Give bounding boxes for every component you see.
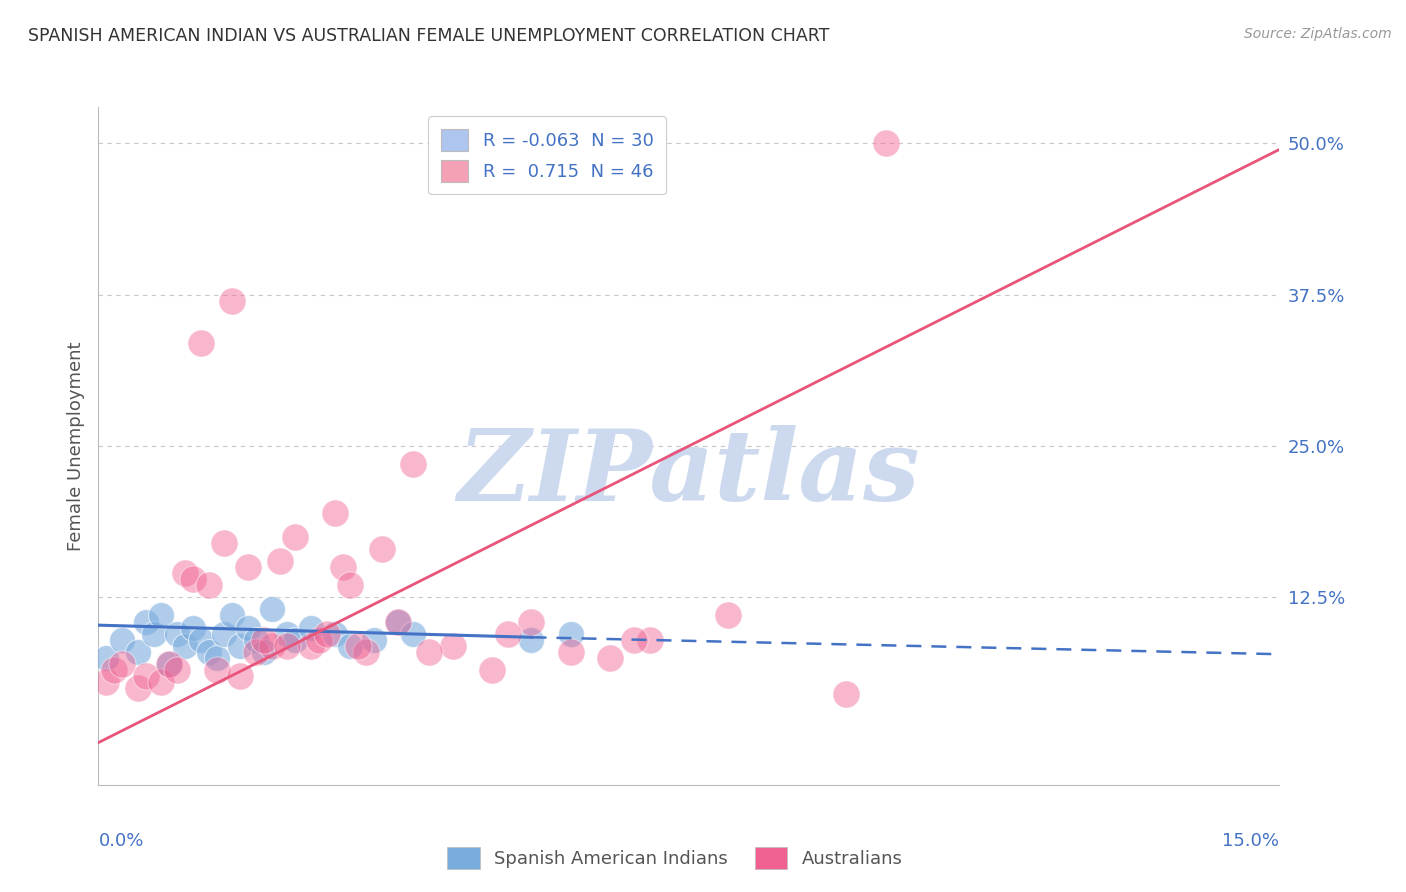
Point (174, 639, 197, 653)
Point (157, 657, 180, 671)
Point (197, 645, 219, 659)
Legend: R = -0.063  N = 30, R =  0.715  N = 46: R = -0.063 N = 30, R = 0.715 N = 46 (429, 116, 666, 194)
Point (229, 639, 252, 653)
Point (276, 639, 298, 653)
Point (276, 626, 298, 640)
Point (236, 621, 259, 635)
Point (496, 626, 519, 640)
Point (875, 136, 897, 151)
Point (181, 621, 204, 635)
Text: Source: ZipAtlas.com: Source: ZipAtlas.com (1244, 27, 1392, 41)
Point (481, 663, 503, 677)
Point (142, 626, 165, 640)
Point (253, 645, 276, 659)
Point (260, 602, 283, 616)
Point (127, 681, 149, 695)
Point (560, 645, 582, 659)
Point (245, 645, 267, 659)
Point (135, 615, 157, 629)
Point (229, 669, 252, 683)
Point (221, 293, 243, 308)
Point (260, 639, 283, 653)
Point (441, 639, 464, 653)
Text: 0.0%: 0.0% (98, 832, 143, 850)
Point (363, 632, 385, 647)
Point (339, 639, 361, 653)
Point (245, 632, 267, 647)
Point (205, 663, 228, 677)
Point (339, 578, 361, 592)
Point (111, 632, 134, 647)
Point (174, 566, 197, 581)
Point (332, 560, 354, 574)
Point (236, 560, 259, 574)
Point (214, 536, 236, 550)
Point (181, 572, 204, 586)
Point (150, 608, 173, 623)
Point (418, 645, 440, 659)
Point (308, 632, 330, 647)
Legend: Spanish American Indians, Australians: Spanish American Indians, Australians (439, 838, 911, 879)
Y-axis label: Female Unemployment: Female Unemployment (66, 342, 84, 550)
Point (323, 506, 346, 520)
Point (157, 657, 180, 671)
Point (111, 657, 134, 671)
Point (347, 639, 370, 653)
Point (269, 554, 291, 568)
Point (166, 626, 188, 640)
Point (253, 632, 276, 647)
Point (96, 651, 118, 665)
Point (299, 639, 322, 653)
Point (190, 336, 212, 351)
Point (354, 645, 377, 659)
Text: ZIPatlas: ZIPatlas (458, 425, 920, 521)
Point (371, 541, 394, 556)
Point (299, 621, 322, 635)
Point (387, 615, 409, 629)
Text: SPANISH AMERICAN INDIAN VS AUSTRALIAN FEMALE UNEMPLOYMENT CORRELATION CHART: SPANISH AMERICAN INDIAN VS AUSTRALIAN FE… (28, 27, 830, 45)
Point (717, 608, 740, 623)
Point (284, 530, 307, 544)
Point (520, 615, 543, 629)
Point (127, 645, 149, 659)
Point (402, 457, 425, 471)
Point (135, 669, 157, 683)
Point (284, 632, 307, 647)
Point (197, 578, 219, 592)
Point (214, 626, 236, 640)
Point (166, 663, 188, 677)
Point (623, 632, 645, 647)
Point (402, 626, 425, 640)
Text: 15.0%: 15.0% (1222, 832, 1279, 850)
Point (835, 687, 858, 701)
Point (205, 651, 228, 665)
Point (638, 632, 661, 647)
Point (150, 675, 173, 690)
Point (387, 615, 409, 629)
Point (599, 651, 621, 665)
Point (190, 632, 212, 647)
Point (520, 632, 543, 647)
Point (560, 626, 582, 640)
Point (221, 608, 243, 623)
Point (103, 663, 125, 677)
Point (323, 626, 346, 640)
Point (315, 626, 337, 640)
Point (96, 675, 118, 690)
